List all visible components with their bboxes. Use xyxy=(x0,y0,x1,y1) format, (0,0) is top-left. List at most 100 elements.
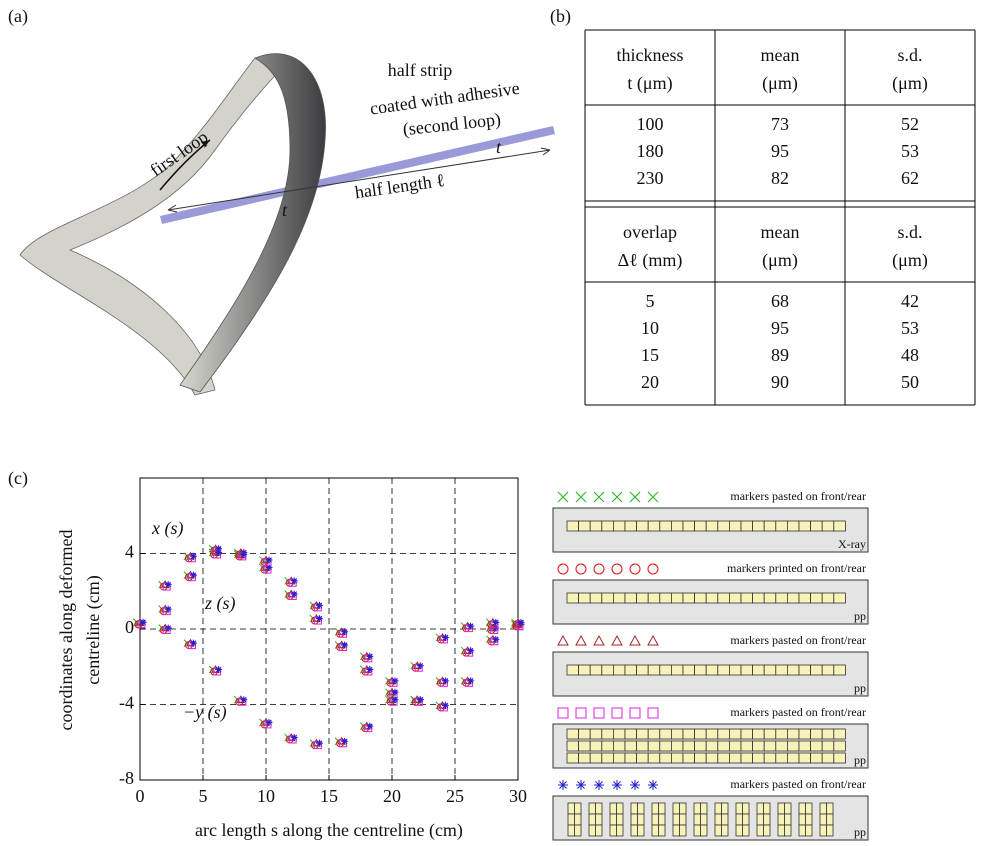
specimen-cell xyxy=(706,741,718,751)
specimen-cell xyxy=(820,803,827,814)
specimen-cell xyxy=(613,593,625,603)
specimen-cell xyxy=(799,665,811,675)
specimen-cell xyxy=(579,753,591,763)
specimen-cell xyxy=(680,803,687,814)
specimen-cell xyxy=(579,665,591,675)
curve-label: z (s) xyxy=(204,593,236,614)
specimen-cell xyxy=(659,814,666,825)
table-cell: 68 xyxy=(771,291,789,311)
marker xyxy=(576,780,586,790)
table-header: (μm) xyxy=(892,73,928,94)
table-header: mean xyxy=(761,45,800,65)
specimen-cell xyxy=(683,665,695,675)
specimen-cell xyxy=(706,753,718,763)
marker xyxy=(392,689,399,696)
table-cell: 89 xyxy=(771,345,789,365)
x-tick-label: 25 xyxy=(446,786,464,806)
specimen-cell xyxy=(811,741,823,751)
specimen-cell xyxy=(753,665,765,675)
specimen-cell xyxy=(799,825,806,836)
specimen-cell xyxy=(822,753,834,763)
specimen-cell xyxy=(820,814,827,825)
specimen-cell xyxy=(729,521,741,531)
specimen-cell xyxy=(694,803,701,814)
specimen-cell xyxy=(757,825,764,836)
table-header: thickness xyxy=(617,45,684,65)
marker xyxy=(576,708,586,718)
specimen-cell xyxy=(579,521,591,531)
specimen-cell xyxy=(834,729,846,739)
specimen-cell xyxy=(764,593,776,603)
specimen-cell xyxy=(596,803,603,814)
specimen-cell xyxy=(822,665,834,675)
marker xyxy=(558,780,568,790)
specimen-cell xyxy=(589,803,596,814)
specimen-cell xyxy=(722,814,729,825)
specimen-cell xyxy=(736,825,743,836)
specimen-cell xyxy=(799,593,811,603)
specimen-cell xyxy=(625,665,637,675)
specimen-cell xyxy=(671,753,683,763)
specimen-cell xyxy=(590,753,602,763)
table-cell: 15 xyxy=(641,345,659,365)
specimen-cell xyxy=(834,593,846,603)
specimen-cell xyxy=(778,825,785,836)
specimen-cell xyxy=(736,814,743,825)
specimen-cell xyxy=(741,729,753,739)
specimen-cell xyxy=(671,593,683,603)
specimen-cell xyxy=(567,665,579,675)
specimen-cell xyxy=(683,729,695,739)
specimen-cell xyxy=(567,593,579,603)
marker xyxy=(630,636,640,645)
specimen-cell xyxy=(695,593,707,603)
specimen-cell xyxy=(776,753,788,763)
specimen-cell xyxy=(637,741,649,751)
specimen-cell xyxy=(575,803,582,814)
specimen-cell xyxy=(694,814,701,825)
specimen-cell xyxy=(764,803,771,814)
panel-label: (b) xyxy=(550,6,571,27)
specimen-cell xyxy=(648,665,660,675)
specimen-cell xyxy=(811,753,823,763)
marker-set-label: markers pasted on front/rear xyxy=(730,633,866,647)
specimen-cell xyxy=(637,753,649,763)
x-tick-label: 5 xyxy=(199,786,208,806)
marker xyxy=(612,708,622,718)
curve-label: −y (s) xyxy=(183,702,227,723)
annotation: half strip xyxy=(388,60,453,80)
specimen-cell xyxy=(695,729,707,739)
specimen-cell xyxy=(660,753,672,763)
specimen-cell xyxy=(575,814,582,825)
marker xyxy=(594,492,604,502)
specimen-cell xyxy=(590,729,602,739)
specimen-cell xyxy=(625,729,637,739)
specimen-cell xyxy=(811,521,823,531)
specimen-cell xyxy=(567,729,579,739)
specimen-cell xyxy=(575,825,582,836)
specimen-cell xyxy=(680,814,687,825)
specimen-cell xyxy=(683,593,695,603)
specimen-cell xyxy=(718,593,730,603)
marker xyxy=(612,636,622,645)
table-cell: 50 xyxy=(901,372,919,392)
specimen-tag: pp xyxy=(854,753,866,767)
specimen-cell xyxy=(706,729,718,739)
table-header: Δℓ (mm) xyxy=(618,250,683,271)
specimen-cell xyxy=(764,825,771,836)
specimen-cell xyxy=(776,521,788,531)
specimen-cell xyxy=(648,521,660,531)
table-header: mean xyxy=(761,222,800,242)
specimen-cell xyxy=(778,803,785,814)
table-cell: 230 xyxy=(637,168,664,188)
specimen-cell xyxy=(753,729,765,739)
specimen-cell xyxy=(834,521,846,531)
specimen-cell xyxy=(718,753,730,763)
specimen-cell xyxy=(715,803,722,814)
specimen-cell xyxy=(671,521,683,531)
panel-label: (a) xyxy=(8,6,28,27)
specimen-cell xyxy=(638,825,645,836)
specimen-cell xyxy=(787,741,799,751)
specimen-cell xyxy=(827,803,834,814)
specimen-cell xyxy=(834,753,846,763)
specimen-cell xyxy=(718,729,730,739)
